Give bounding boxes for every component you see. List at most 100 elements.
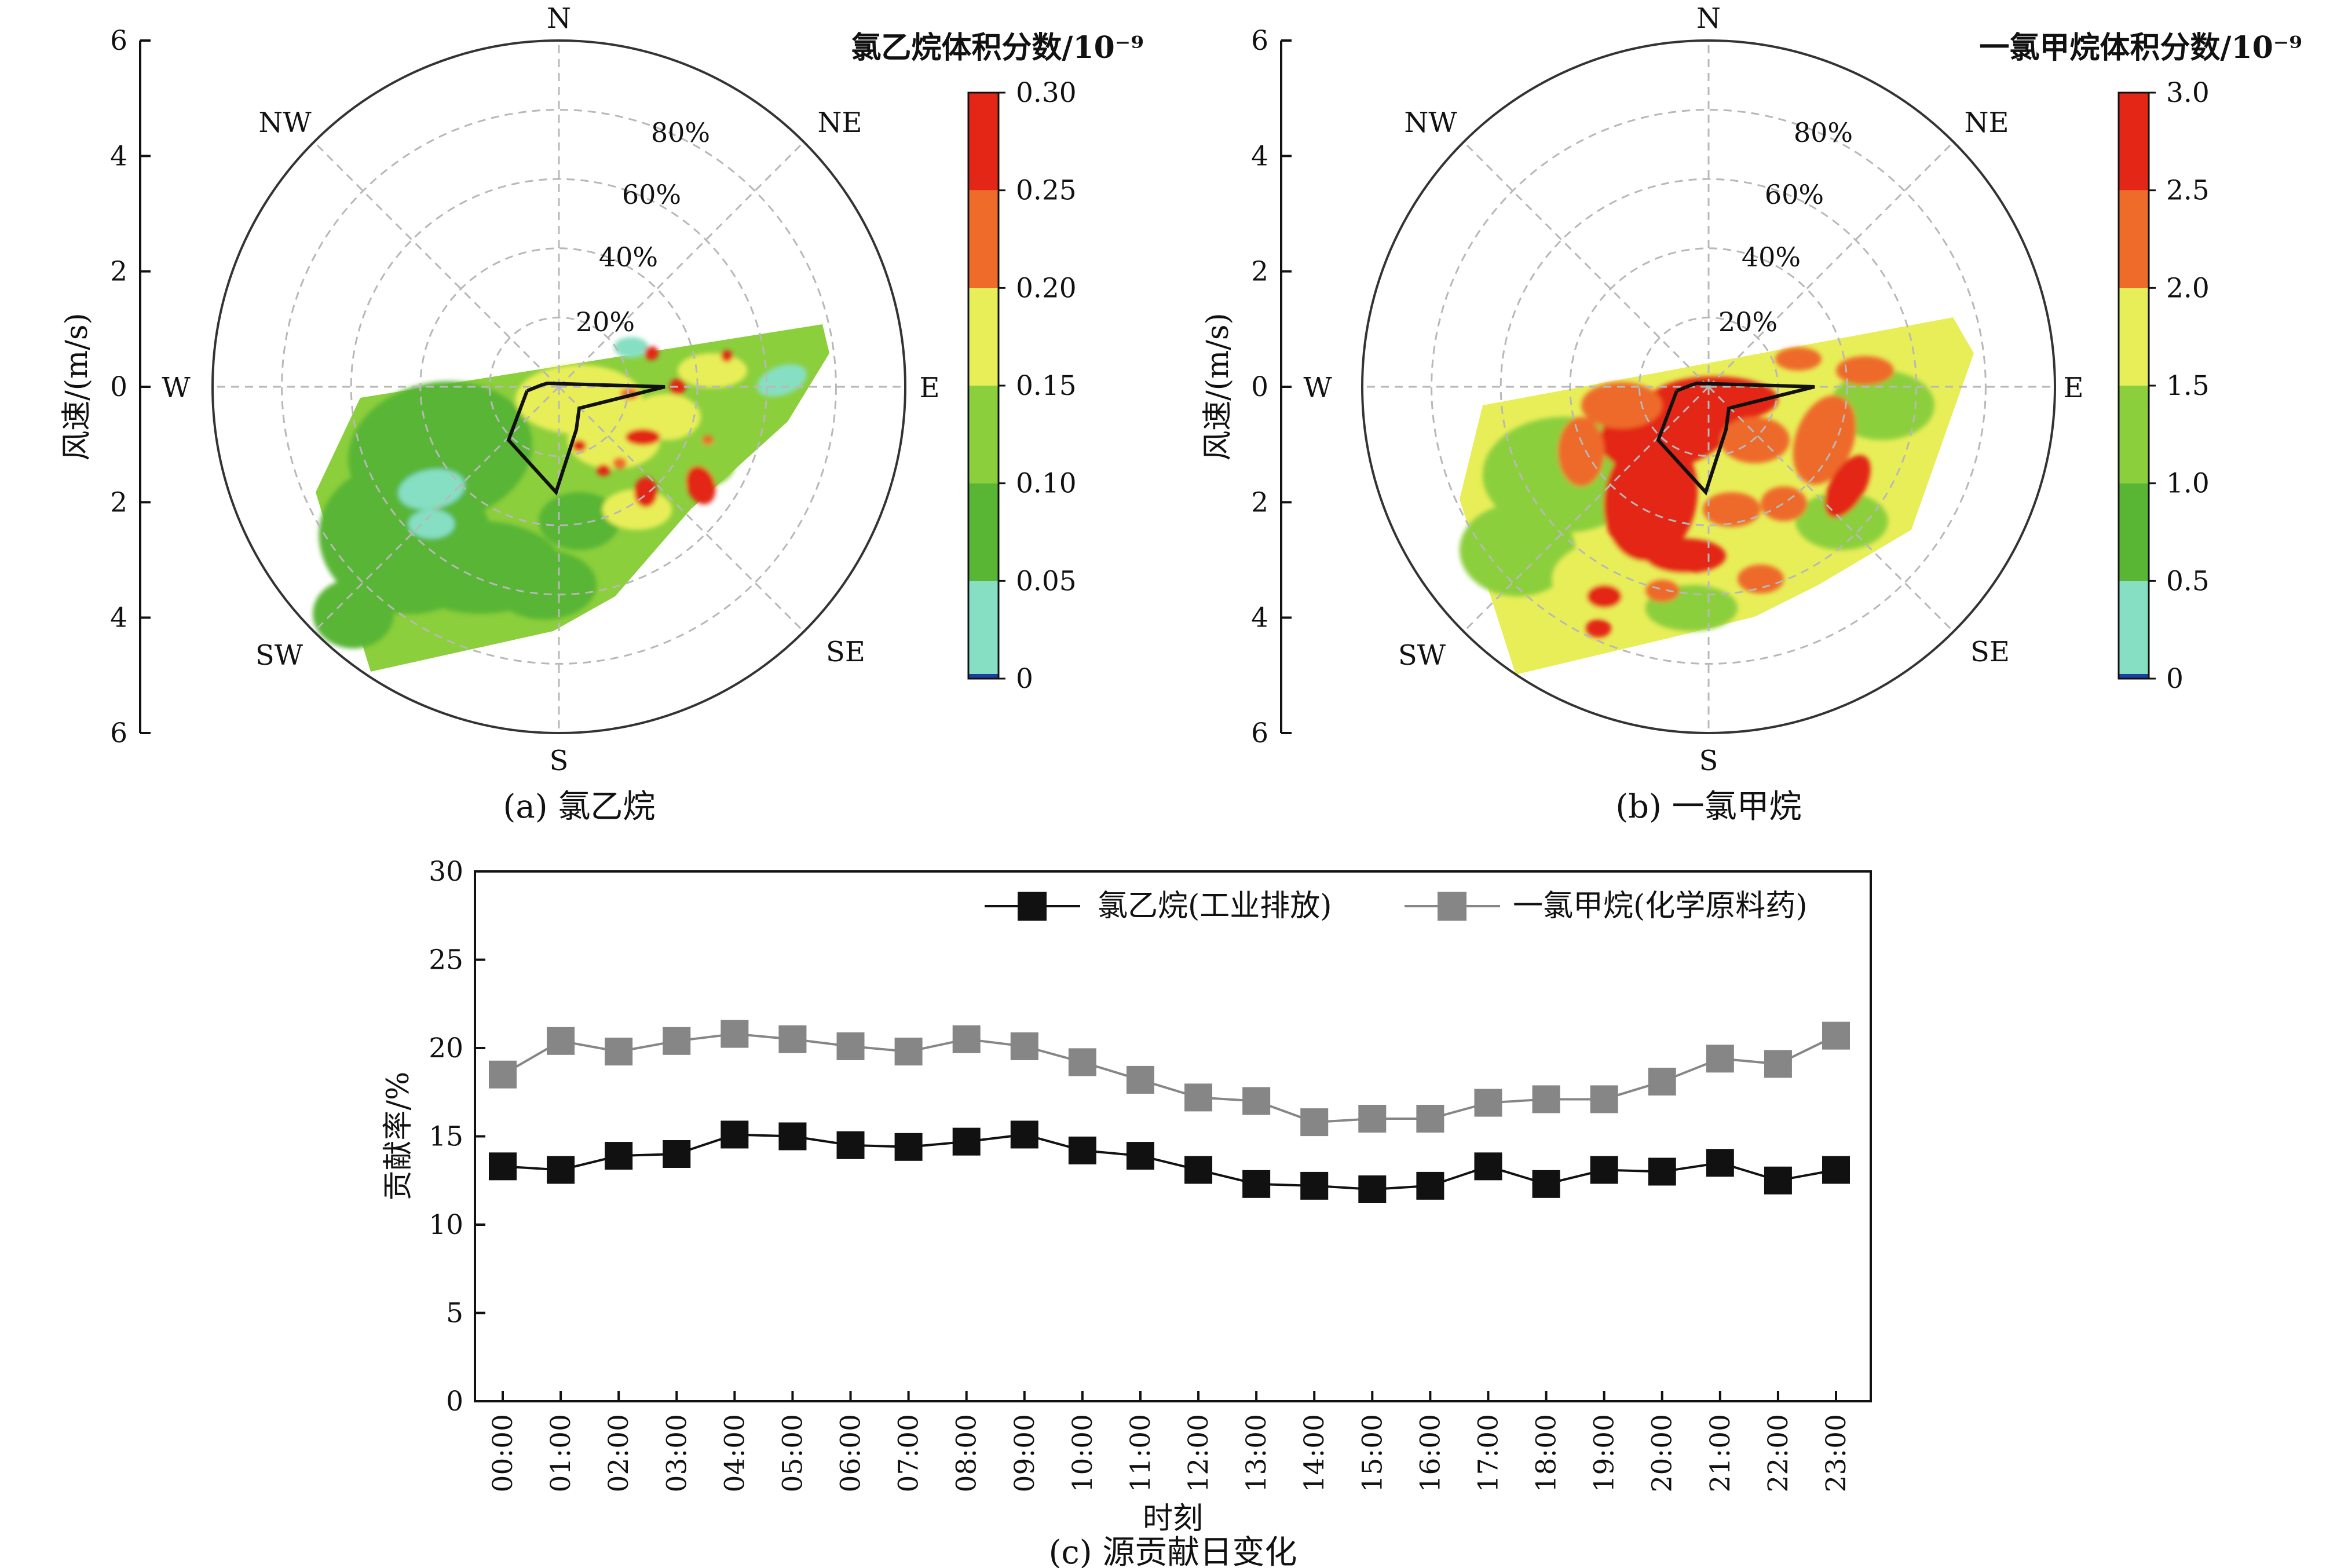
grid-ring xyxy=(419,247,698,526)
concentration-patch xyxy=(1587,585,1622,608)
concentration-field xyxy=(313,324,829,672)
colorbar-tick-label: 0 xyxy=(1016,663,1033,695)
y-tick-label: 2 xyxy=(110,256,127,288)
data-point-1 xyxy=(1532,1085,1560,1113)
y-tick-label: 20 xyxy=(429,1032,463,1064)
dir-nw: NW xyxy=(1404,107,1457,139)
dir-ne: NE xyxy=(1964,107,2009,139)
source-sector-outline xyxy=(1656,381,1815,496)
data-point-1 xyxy=(1010,1032,1038,1060)
data-point-0 xyxy=(894,1133,923,1161)
x-tick-label: 13:00 xyxy=(1241,1414,1272,1492)
colorbar-band-zero xyxy=(968,674,999,679)
concentration-patches xyxy=(313,337,807,649)
x-tick-label: 21:00 xyxy=(1705,1414,1736,1492)
data-point-1 xyxy=(778,1025,807,1053)
outer-circle xyxy=(211,39,906,734)
concentration-patch xyxy=(1460,504,1575,596)
colorbar-band xyxy=(2119,581,2149,679)
pct-40: 40% xyxy=(1742,241,1801,273)
colorbar-tick-label: 0.5 xyxy=(2166,565,2210,597)
outer-circle xyxy=(1361,39,2056,734)
dir-sw: SW xyxy=(255,639,303,672)
y-tick-label: 4 xyxy=(1251,140,1268,172)
y-tick-label: 4 xyxy=(110,140,127,172)
concentration-patch xyxy=(1793,395,1856,485)
dir-se: SE xyxy=(1970,636,2010,668)
pct-20: 20% xyxy=(1718,306,1778,338)
x-tick-label: 01:00 xyxy=(545,1414,577,1492)
legend-label-black: 氯乙烷(工业排放) xyxy=(1098,889,1332,924)
colorbar-tick-label: 0 xyxy=(2166,663,2184,695)
grid-ring xyxy=(1431,109,1987,665)
data-point-1 xyxy=(1300,1108,1329,1137)
x-tick-label: 16:00 xyxy=(1414,1414,1446,1492)
dir-n: N xyxy=(1696,2,1721,35)
grid-spoke xyxy=(1463,386,1710,632)
concentration-field xyxy=(1460,317,1974,675)
pct-40: 40% xyxy=(599,241,658,273)
colorbar-tick-label: 2.5 xyxy=(2166,175,2210,207)
polar-grid xyxy=(213,41,905,733)
y-axis-label: 风速/(m/s) xyxy=(60,313,94,461)
colorbar-title: 一氯甲烷体积分数/10⁻⁹ xyxy=(1979,30,2302,65)
x-tick-label: 23:00 xyxy=(1820,1414,1852,1492)
x-axis-label: 时刻 xyxy=(1143,1501,1203,1536)
y-axis-ticks: 6 4 2 0 2 4 6 xyxy=(110,25,151,749)
data-point-1 xyxy=(1706,1045,1734,1073)
concentration-patch xyxy=(626,429,660,445)
grid-ring xyxy=(1500,178,1918,596)
colorbar-band xyxy=(968,581,999,679)
data-point-1 xyxy=(1822,1021,1850,1050)
colorbar-tick-label: 1.5 xyxy=(2166,370,2210,402)
colorbar-tick-label: 0.30 xyxy=(1016,77,1077,109)
data-point-0 xyxy=(1358,1175,1387,1203)
y-tick-label: 25 xyxy=(429,944,463,976)
concentration-patch xyxy=(398,469,465,510)
y-tick-label: 5 xyxy=(446,1298,463,1329)
polar-grid xyxy=(1362,41,2055,733)
concentration-patch xyxy=(1830,371,1934,440)
y-tick-label: 2 xyxy=(1251,256,1268,288)
colorbar-band xyxy=(2119,190,2149,288)
data-point-0 xyxy=(1300,1171,1329,1200)
y-tick-label: 4 xyxy=(110,602,127,634)
concentration-patch xyxy=(492,550,597,620)
data-point-0 xyxy=(952,1127,981,1156)
concentration-patch xyxy=(1645,538,1726,573)
data-point-1 xyxy=(1184,1083,1213,1112)
colorbar-tick-label: 3.0 xyxy=(2166,77,2210,109)
dir-nw: NW xyxy=(258,107,312,139)
x-tick-label: 15:00 xyxy=(1356,1414,1388,1492)
data-point-1 xyxy=(1590,1085,1618,1113)
concentration-patch xyxy=(654,437,736,489)
source-sector-outline xyxy=(506,381,665,496)
concentration-patch xyxy=(1761,486,1807,521)
y-tick-label: 15 xyxy=(429,1121,463,1153)
dir-n: N xyxy=(547,2,571,35)
colorbar-band-zero xyxy=(2119,674,2149,679)
y-axis-ticks: 0 5 10 15 20 25 30 xyxy=(429,856,485,1417)
concentration-patch xyxy=(1795,492,1888,550)
data-point-1 xyxy=(663,1027,691,1055)
colorbar-band xyxy=(2119,386,2149,483)
x-tick-label: 02:00 xyxy=(603,1414,635,1492)
data-point-0 xyxy=(778,1122,807,1151)
concentration-patch xyxy=(408,510,455,538)
concentration-patch xyxy=(702,435,714,445)
pct-60: 60% xyxy=(622,179,681,210)
series-line-0 xyxy=(502,1133,1837,1191)
data-point-0 xyxy=(1010,1120,1038,1149)
polar-plot-chloroethane: 6 4 2 0 2 4 6 风速/(m/s) N NE E SE S SW W NW 80%… xyxy=(60,2,1144,826)
grid-ring xyxy=(1569,247,1848,526)
series-layer xyxy=(489,1020,1850,1203)
concentration-patch xyxy=(1824,455,1871,518)
x-tick-label: 08:00 xyxy=(951,1414,983,1492)
legend-label-gray: 一氯甲烷(化学原料药) xyxy=(1513,889,1808,924)
data-point-1 xyxy=(1242,1087,1271,1115)
dir-w: W xyxy=(1303,372,1332,404)
x-tick-label: 03:00 xyxy=(661,1414,693,1492)
x-tick-label: 10:00 xyxy=(1067,1414,1099,1492)
y-tick-label: 6 xyxy=(1251,25,1268,57)
